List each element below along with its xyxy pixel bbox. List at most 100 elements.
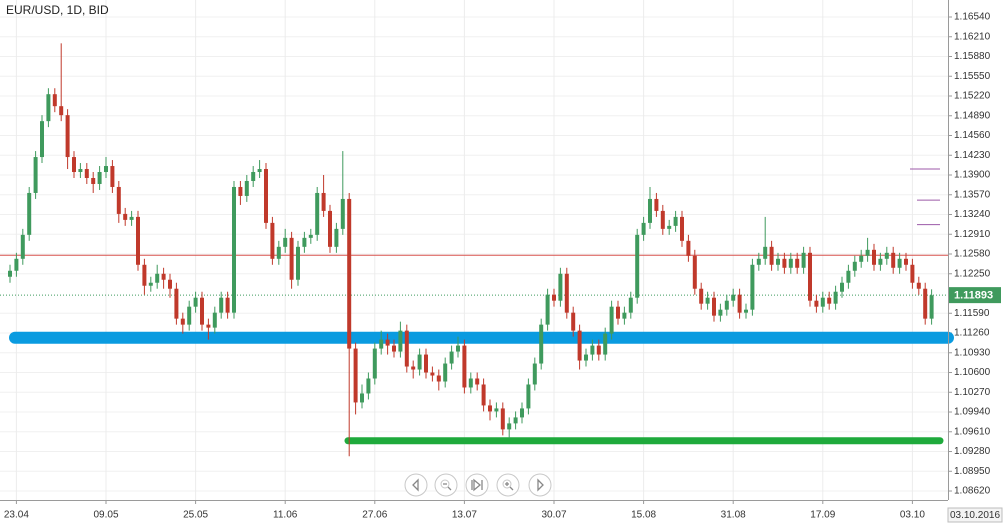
candle-body (91, 177, 96, 184)
candle-body (590, 345, 595, 355)
y-tick-label: 1.14890 (954, 110, 991, 121)
candle-body (436, 375, 441, 382)
candle-body (718, 309, 723, 316)
candle-body (315, 192, 320, 235)
candle-body (65, 115, 70, 158)
candle-body (193, 297, 198, 307)
candle-body (571, 312, 576, 331)
y-tick-label: 1.08950 (954, 466, 991, 477)
y-tick-label: 1.16540 (954, 12, 991, 23)
y-tick-label: 1.12910 (954, 229, 991, 240)
candle-body (20, 234, 25, 259)
candle-body (904, 258, 908, 265)
candle-body (500, 408, 505, 430)
candle-body (328, 210, 332, 247)
candle-body (238, 186, 243, 196)
x-tick-label: 30.07 (541, 510, 566, 521)
candle-body (513, 417, 518, 424)
y-tick-label: 1.13570 (954, 189, 991, 200)
reset-button[interactable] (465, 473, 489, 497)
candle-body (891, 252, 896, 268)
candle-body (449, 351, 454, 364)
candle-body (347, 198, 352, 349)
candle-body (270, 222, 275, 259)
candle-body (705, 297, 710, 304)
candle-body (123, 213, 128, 220)
candle-body (808, 252, 812, 301)
candle-body (827, 297, 832, 304)
candle-body (686, 240, 691, 256)
candle-body (635, 234, 640, 298)
candle-body (660, 210, 665, 229)
candle-body (296, 246, 300, 280)
candle-body (648, 198, 652, 223)
candle-body (865, 249, 870, 256)
x-tick-label: 11.06 (273, 510, 298, 521)
candle-body (84, 169, 89, 178)
candle-body (321, 192, 326, 211)
candle-body (692, 255, 697, 289)
candle-body (155, 273, 160, 283)
candle-body (481, 384, 486, 406)
candle-body (680, 216, 684, 241)
zoom-out-button[interactable] (434, 473, 458, 497)
candle-body (372, 348, 377, 379)
candle-body (411, 366, 416, 370)
candle-body (251, 172, 256, 181)
candle-body (110, 166, 115, 187)
candle-body (161, 273, 166, 280)
candle-body (820, 297, 825, 307)
candle-body (27, 192, 32, 235)
candle-body (673, 216, 678, 226)
candle-body (654, 198, 659, 211)
candle-body (46, 94, 51, 122)
candle-body (360, 393, 364, 403)
candle-body (136, 216, 140, 265)
candle-body (488, 405, 492, 412)
x-tick-label: 13.07 (452, 510, 477, 521)
y-tick-label: 1.10600 (954, 367, 991, 378)
candle-body (456, 345, 460, 352)
candle-body (616, 306, 620, 319)
candle-body (564, 273, 569, 313)
candle-body (878, 258, 883, 265)
y-tick-label: 1.15880 (954, 51, 991, 62)
labels: 1.16540 1.16210 1.15880 1.15550 1.15220 1.148… (4, 12, 1003, 523)
y-tick-label: 1.09280 (954, 446, 991, 457)
candle-body (475, 378, 480, 385)
candle-body (750, 264, 755, 310)
candle-body (424, 354, 428, 373)
candle-body (699, 288, 704, 304)
candle-body (379, 339, 384, 349)
y-tick-label: 1.14560 (954, 130, 991, 141)
candle-body (577, 330, 582, 361)
candle-body (520, 408, 524, 418)
y-tick-label: 1.11260 (954, 328, 990, 339)
candle-body (104, 166, 108, 173)
y-tick-label: 1.14230 (954, 150, 991, 161)
candle-body (283, 237, 288, 247)
candle-body (929, 295, 934, 319)
candle-body (494, 408, 499, 412)
y-tick-label: 1.08620 (954, 486, 991, 497)
candle-body (206, 324, 211, 328)
candle-body (232, 186, 236, 313)
x-tick-label: 27.06 (362, 510, 387, 521)
candle-body (417, 354, 422, 370)
candle-body (180, 318, 185, 325)
candle-body (731, 294, 736, 301)
candle-body (462, 345, 467, 388)
scroll-left-button[interactable] (404, 473, 428, 497)
candle-body (776, 258, 780, 265)
candle-body (308, 234, 313, 238)
y-tick-label: 1.13240 (954, 209, 991, 220)
zoom-in-button[interactable] (496, 473, 520, 497)
candle-body (558, 273, 563, 301)
y-tick-label: 1.10270 (954, 387, 991, 398)
candle-body (142, 264, 147, 286)
scroll-right-button[interactable] (528, 473, 552, 497)
candle-body (430, 372, 435, 376)
candle-body (353, 348, 358, 403)
candle-body (302, 237, 307, 247)
y-tick-label: 1.15550 (954, 71, 991, 82)
